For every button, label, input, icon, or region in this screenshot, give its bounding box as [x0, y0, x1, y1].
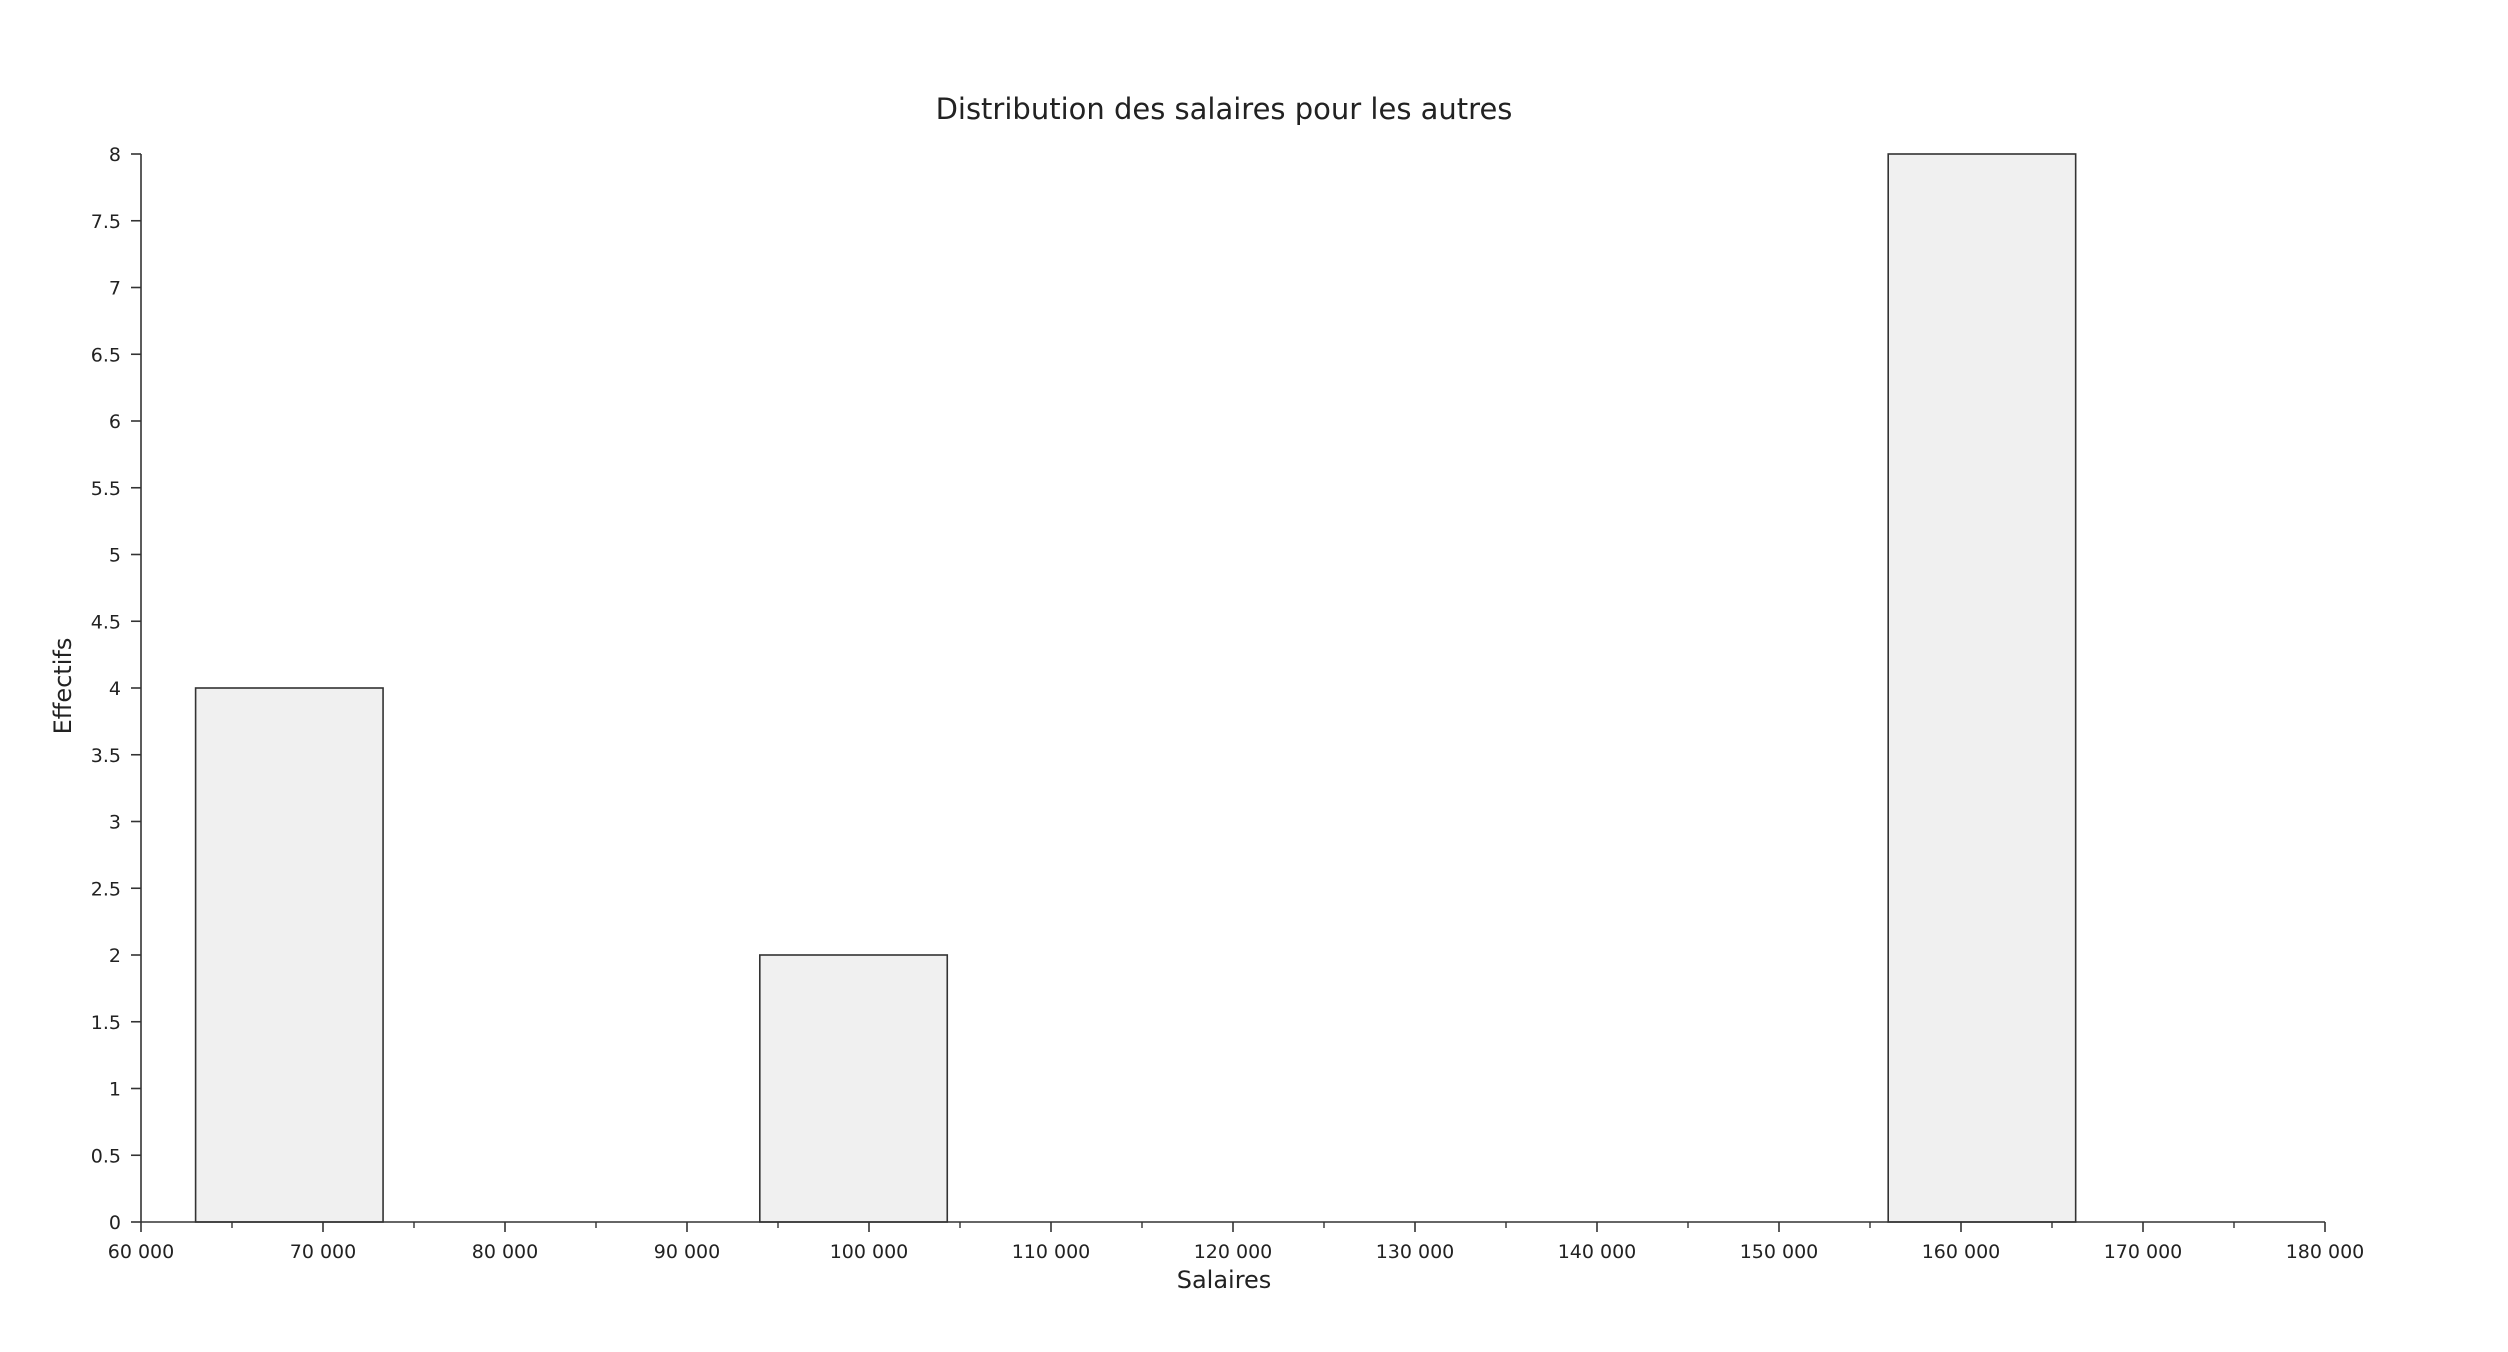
x-tick-label: 130 000 [1376, 1241, 1455, 1263]
y-tick-label: 5.5 [91, 478, 121, 500]
x-tick-label: 150 000 [1740, 1241, 1819, 1263]
y-tick-label: 8 [109, 144, 121, 166]
histogram-bar [758, 954, 949, 1223]
x-tick-label: 170 000 [2104, 1241, 2183, 1263]
y-tick-label: 3 [109, 812, 121, 834]
y-tick-label: 1 [109, 1079, 121, 1101]
y-tick-label: 4 [109, 678, 121, 700]
histogram-bar [1887, 153, 2077, 1223]
x-tick-label: 60 000 [108, 1241, 174, 1263]
y-tick-label: 7 [109, 278, 121, 300]
chart-title: Distribution des salaires pour les autre… [935, 92, 1513, 126]
x-tick-label: 160 000 [1922, 1241, 2001, 1263]
y-tick-label: 0.5 [91, 1145, 121, 1167]
x-tick-label: 110 000 [1012, 1241, 1091, 1263]
x-tick-label: 70 000 [290, 1241, 356, 1263]
x-tick-label: 120 000 [1194, 1241, 1273, 1263]
y-tick-label: 0 [109, 1212, 121, 1234]
x-tick-label: 180 000 [2286, 1241, 2365, 1263]
histogram-bar [194, 687, 384, 1223]
x-tick-label: 90 000 [654, 1241, 720, 1263]
x-tick-label: 100 000 [830, 1241, 909, 1263]
y-tick-label: 6 [109, 411, 121, 433]
y-tick-label: 2 [109, 945, 121, 967]
y-tick-label: 1.5 [91, 1012, 121, 1034]
y-tick-label: 5 [109, 545, 121, 567]
y-tick-label: 4.5 [91, 611, 121, 633]
x-tick-label: 140 000 [1558, 1241, 1637, 1263]
y-tick-label: 3.5 [91, 745, 121, 767]
x-tick-label: 80 000 [472, 1241, 538, 1263]
x-axis-label: Salaires [1176, 1266, 1272, 1294]
y-tick-label: 6.5 [91, 344, 121, 366]
y-tick-label: 2.5 [91, 878, 121, 900]
y-tick-label: 7.5 [91, 211, 121, 233]
